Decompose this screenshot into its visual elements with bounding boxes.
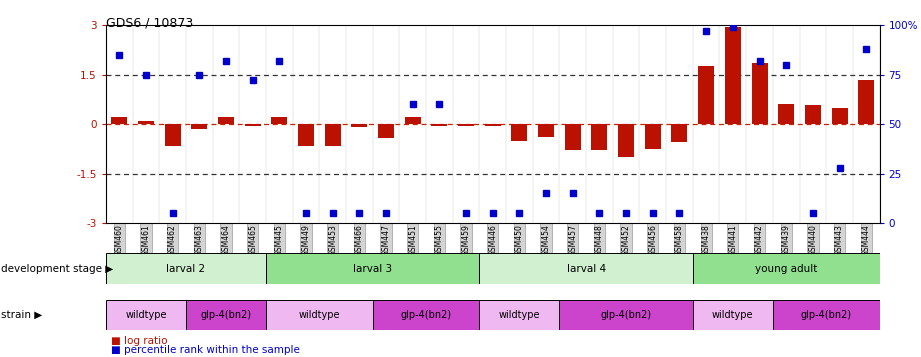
Text: GDS6 / 10873: GDS6 / 10873 <box>106 16 193 29</box>
Bar <box>645 124 660 149</box>
Bar <box>805 105 821 124</box>
Bar <box>480 300 559 330</box>
Bar <box>671 124 687 142</box>
Bar <box>106 253 266 284</box>
Bar <box>111 117 127 124</box>
Text: larval 4: larval 4 <box>566 263 606 274</box>
Bar <box>698 66 714 124</box>
Text: strain ▶: strain ▶ <box>1 310 42 320</box>
Text: glp-4(bn2): glp-4(bn2) <box>600 310 652 320</box>
Bar <box>192 124 207 129</box>
Bar <box>591 124 608 151</box>
Bar <box>218 117 234 124</box>
Bar <box>106 300 186 330</box>
Text: wildtype: wildtype <box>125 310 167 320</box>
Bar <box>693 253 880 284</box>
Bar <box>186 300 266 330</box>
Bar <box>752 63 767 124</box>
Bar <box>266 253 480 284</box>
Text: ■ log ratio: ■ log ratio <box>111 336 167 346</box>
Bar <box>266 300 373 330</box>
Text: larval 3: larval 3 <box>353 263 392 274</box>
Bar <box>165 124 181 146</box>
Text: wildtype: wildtype <box>298 310 340 320</box>
Bar <box>138 121 154 124</box>
Bar <box>325 124 341 146</box>
Text: glp-4(bn2): glp-4(bn2) <box>800 310 852 320</box>
Bar <box>538 124 554 137</box>
Bar <box>484 124 501 126</box>
Bar <box>373 300 480 330</box>
Bar <box>725 27 740 124</box>
Bar <box>858 80 874 124</box>
Bar <box>559 300 693 330</box>
Bar <box>378 124 394 138</box>
Text: larval 2: larval 2 <box>167 263 205 274</box>
Text: glp-4(bn2): glp-4(bn2) <box>401 310 451 320</box>
Text: development stage ▶: development stage ▶ <box>1 263 113 274</box>
Bar <box>773 300 880 330</box>
Bar <box>618 124 635 157</box>
Bar <box>458 124 474 126</box>
Bar <box>431 124 448 126</box>
Text: glp-4(bn2): glp-4(bn2) <box>201 310 251 320</box>
Bar <box>404 117 421 124</box>
Bar <box>245 124 261 126</box>
Bar <box>351 124 367 127</box>
Bar <box>832 107 847 124</box>
Bar <box>693 300 773 330</box>
Bar <box>480 253 693 284</box>
Bar <box>511 124 528 141</box>
Bar <box>298 124 314 146</box>
Bar <box>272 117 287 124</box>
Text: wildtype: wildtype <box>498 310 540 320</box>
Bar <box>565 124 581 151</box>
Bar <box>778 104 794 124</box>
Text: wildtype: wildtype <box>712 310 753 320</box>
Text: young adult: young adult <box>755 263 817 274</box>
Text: ■ percentile rank within the sample: ■ percentile rank within the sample <box>111 345 299 355</box>
